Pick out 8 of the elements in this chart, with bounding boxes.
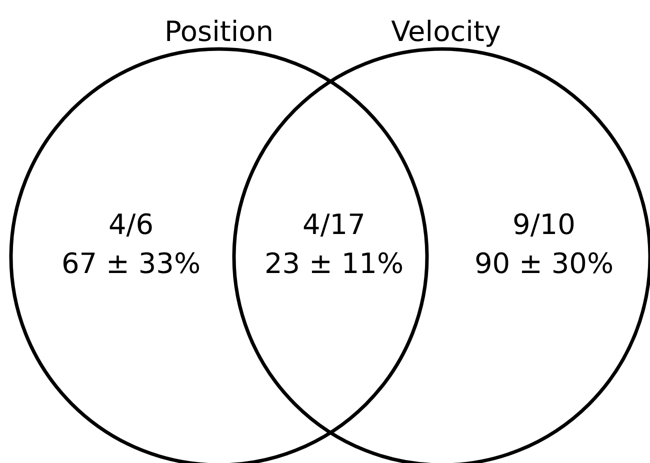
- data-label: 67 ± 33%: [61, 247, 201, 280]
- text: 4/6: [108, 208, 154, 241]
- data-label: 90 ± 30%: [474, 247, 614, 280]
- text: 9/10: [512, 208, 576, 241]
- category-label: Position: [164, 15, 274, 48]
- category-label: Velocity: [391, 15, 501, 48]
- text: 4/17: [302, 208, 366, 241]
- data-label: 23 ± 11%: [264, 247, 404, 280]
